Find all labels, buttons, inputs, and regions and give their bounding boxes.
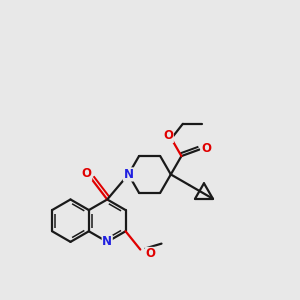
Text: O: O xyxy=(201,142,211,154)
Text: N: N xyxy=(123,168,134,181)
Text: O: O xyxy=(163,130,173,142)
Text: O: O xyxy=(146,248,156,260)
Text: N: N xyxy=(102,236,112,248)
Text: O: O xyxy=(82,167,92,180)
